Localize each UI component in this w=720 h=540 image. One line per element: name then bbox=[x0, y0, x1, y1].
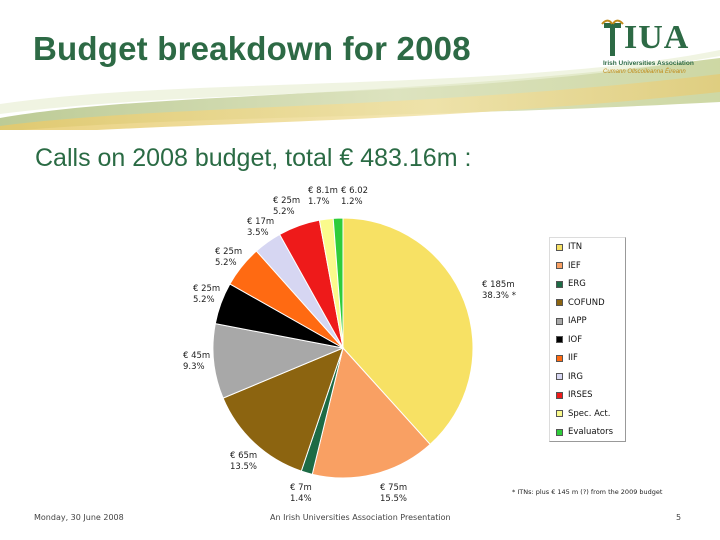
legend-swatch-cofund bbox=[556, 299, 563, 306]
legend-label-irg: IRG bbox=[568, 371, 583, 382]
data-label-percent-erg: 1.4% bbox=[290, 494, 312, 504]
data-label-percent-cofund: 13.5% bbox=[230, 462, 257, 472]
data-label-amount-ief: € 75m bbox=[380, 483, 407, 493]
legend-item-evaluators: Evaluators bbox=[556, 426, 613, 438]
legend-label-ief: IEF bbox=[568, 260, 581, 271]
legend-label-iof: IOF bbox=[568, 334, 583, 345]
legend-swatch-irg bbox=[556, 373, 563, 380]
slide-subtitle: Calls on 2008 budget, total € 483.16m : bbox=[35, 144, 472, 172]
legend-swatch-spec-act bbox=[556, 410, 563, 417]
logo-subtitle-english: Irish Universities Association bbox=[603, 60, 694, 67]
data-label-amount-erg: € 7m bbox=[290, 483, 312, 493]
legend-label-cofund: COFUND bbox=[568, 297, 605, 308]
legend-label-iapp: IAPP bbox=[568, 316, 587, 326]
legend-item-spec-act: Spec. Act. bbox=[556, 408, 610, 420]
legend-swatch-irses bbox=[556, 391, 563, 399]
data-label-percent-evaluators: 1.2% bbox=[341, 197, 363, 207]
data-label-percent-itn: 38.3% * bbox=[482, 291, 516, 301]
data-label-percent-iapp: 9.3% bbox=[183, 362, 205, 372]
slide-title: Budget breakdown for 2008 bbox=[33, 30, 471, 67]
legend-item-iof: IOF bbox=[556, 334, 582, 346]
legend-label-erg: ERG bbox=[568, 279, 586, 289]
legend-item-iif: IIF bbox=[556, 352, 578, 364]
data-label-amount-irses: € 25m bbox=[273, 196, 300, 206]
legend-item-cofund: COFUND bbox=[556, 297, 605, 309]
data-label-amount-cofund: € 65m bbox=[230, 451, 257, 461]
legend-item-irg: IRG bbox=[556, 371, 583, 383]
logo-wordmark: IUA bbox=[624, 19, 690, 56]
legend-swatch-iapp bbox=[556, 317, 563, 325]
data-label-percent-iif: 5.2% bbox=[215, 258, 237, 268]
data-label-percent-ief: 15.5% bbox=[380, 494, 407, 504]
data-label-percent-spec-act: 1.7% bbox=[308, 197, 330, 207]
legend-swatch-ief bbox=[556, 262, 563, 269]
logo-mark-icon bbox=[601, 19, 624, 56]
data-label-amount-iapp: € 45m bbox=[183, 351, 210, 361]
data-label-amount-itn: € 185m bbox=[482, 280, 515, 290]
legend-swatch-itn bbox=[556, 243, 563, 251]
data-label-percent-irses: 5.2% bbox=[273, 207, 295, 217]
data-label-amount-iif: € 25m bbox=[215, 247, 242, 257]
legend-item-irses: IRSES bbox=[556, 389, 593, 401]
pie-slice-itn bbox=[342, 217, 474, 446]
footer-page-number: 5 bbox=[676, 513, 682, 522]
legend-label-spec-act: Spec. Act. bbox=[568, 408, 611, 419]
footer-presenter: An Irish Universities Association Presen… bbox=[270, 513, 451, 522]
header-band bbox=[0, 0, 720, 130]
legend-label-iif: IIF bbox=[568, 353, 578, 363]
legend-label-irses: IRSES bbox=[568, 390, 593, 400]
legend-label-evaluators: Evaluators bbox=[568, 427, 614, 437]
legend-item-erg: ERG bbox=[556, 278, 586, 290]
data-label-amount-spec-act: € 8.1m bbox=[308, 186, 338, 196]
chart-footnote: * ITNs: plus € 145 m (?) from the 2009 b… bbox=[512, 488, 663, 496]
pie-slice-evaluators bbox=[332, 217, 344, 349]
data-label-amount-evaluators: € 6.02 bbox=[341, 186, 368, 196]
legend-swatch-iof bbox=[556, 336, 563, 343]
legend-swatch-iif bbox=[556, 354, 563, 362]
data-label-percent-iof: 5.2% bbox=[193, 295, 215, 305]
chart-legend: ITN IEF ERG COFUND IAPP IOF IIF IRG IRSES Spec. A… bbox=[549, 237, 626, 442]
legend-swatch-evaluators bbox=[556, 428, 563, 436]
legend-item-itn: ITN bbox=[556, 241, 582, 253]
pie-slice-cofund bbox=[222, 347, 344, 472]
data-label-percent-irg: 3.5% bbox=[247, 228, 269, 238]
data-label-amount-iof: € 25m bbox=[193, 284, 220, 294]
legend-label-itn: ITN bbox=[568, 242, 583, 252]
logo-subtitle-irish: Cumann Ollscoileanna Éireann bbox=[603, 69, 686, 75]
legend-swatch-erg bbox=[556, 280, 563, 288]
legend-item-ief: IEF bbox=[556, 260, 581, 272]
legend-item-iapp: IAPP bbox=[556, 315, 587, 327]
header-wave-background bbox=[0, 50, 720, 130]
iua-logo: IUA Irish Universities Association Cuman… bbox=[600, 18, 710, 78]
footer-date: Monday, 30 June 2008 bbox=[34, 513, 124, 522]
pie-slice-ief bbox=[311, 346, 431, 479]
data-label-amount-irg: € 17m bbox=[247, 217, 274, 227]
